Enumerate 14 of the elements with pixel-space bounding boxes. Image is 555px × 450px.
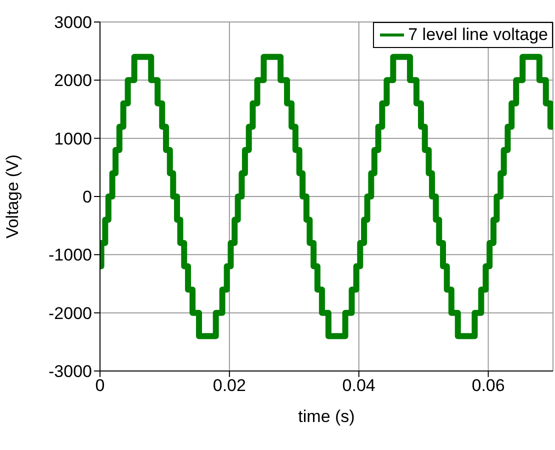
y-tick-label: 3000 [54, 13, 92, 32]
x-axis-title: time (s) [298, 407, 355, 426]
y-axis-title: Voltage (V) [3, 154, 22, 239]
y-tick-label: 2000 [54, 71, 92, 90]
y-tick-label: -2000 [48, 304, 92, 323]
x-tick-label: 0.04 [342, 376, 376, 396]
y-tick-label: 1000 [54, 129, 92, 148]
legend-label: 7 level line voltage [408, 25, 548, 45]
y-tick-label: -3000 [48, 362, 92, 382]
x-tick-label: 0 [95, 376, 105, 396]
x-tick-label: 0.06 [472, 376, 505, 396]
x-tick-label: 0.02 [212, 376, 246, 396]
y-tick-label: -1000 [48, 246, 92, 265]
y-tick-label: 0 [82, 188, 92, 207]
